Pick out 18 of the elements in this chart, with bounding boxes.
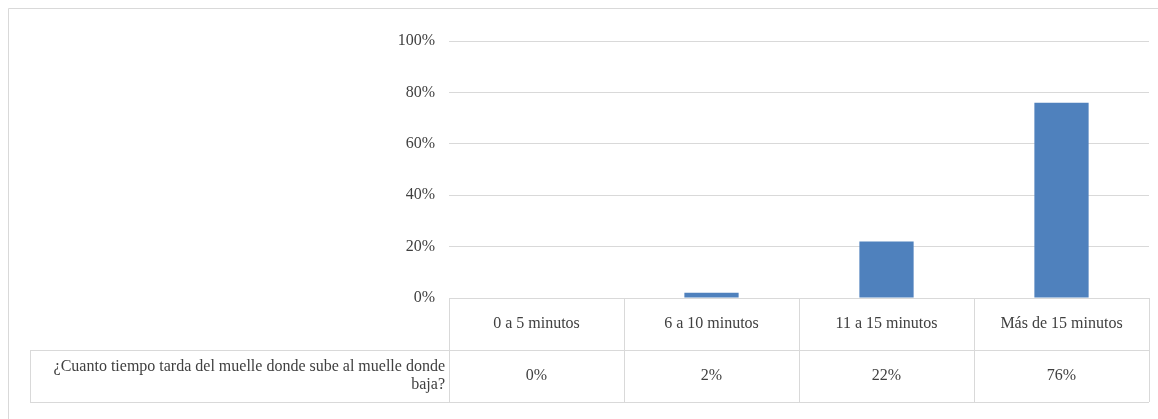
y-tick-label: 20% [405,236,435,254]
data-label: 0% [525,366,548,384]
bar [684,292,739,298]
x-tick-label: 6 a 10 minutos [664,314,759,332]
x-tick-label: 0 a 5 minutos [493,314,580,332]
data-label: 76% [1046,366,1077,384]
x-tick-label: 11 a 15 minutos [835,314,938,332]
data-label: 2% [700,366,723,384]
y-tick-label: 60% [405,134,435,151]
y-tick-label: 0% [413,288,435,306]
y-tick-label: 40% [405,185,435,203]
x-tick-label: Más de 15 minutos [1000,314,1123,332]
y-tick-label: 100% [397,31,435,49]
text: ¿Cuanto tiempo tarda del muelle donde sube al muelle donde baja? [53,357,445,394]
y-tick-label: 80% [405,82,435,100]
bar [859,241,914,298]
data-label: 22% [871,366,902,384]
bar [1034,102,1089,298]
